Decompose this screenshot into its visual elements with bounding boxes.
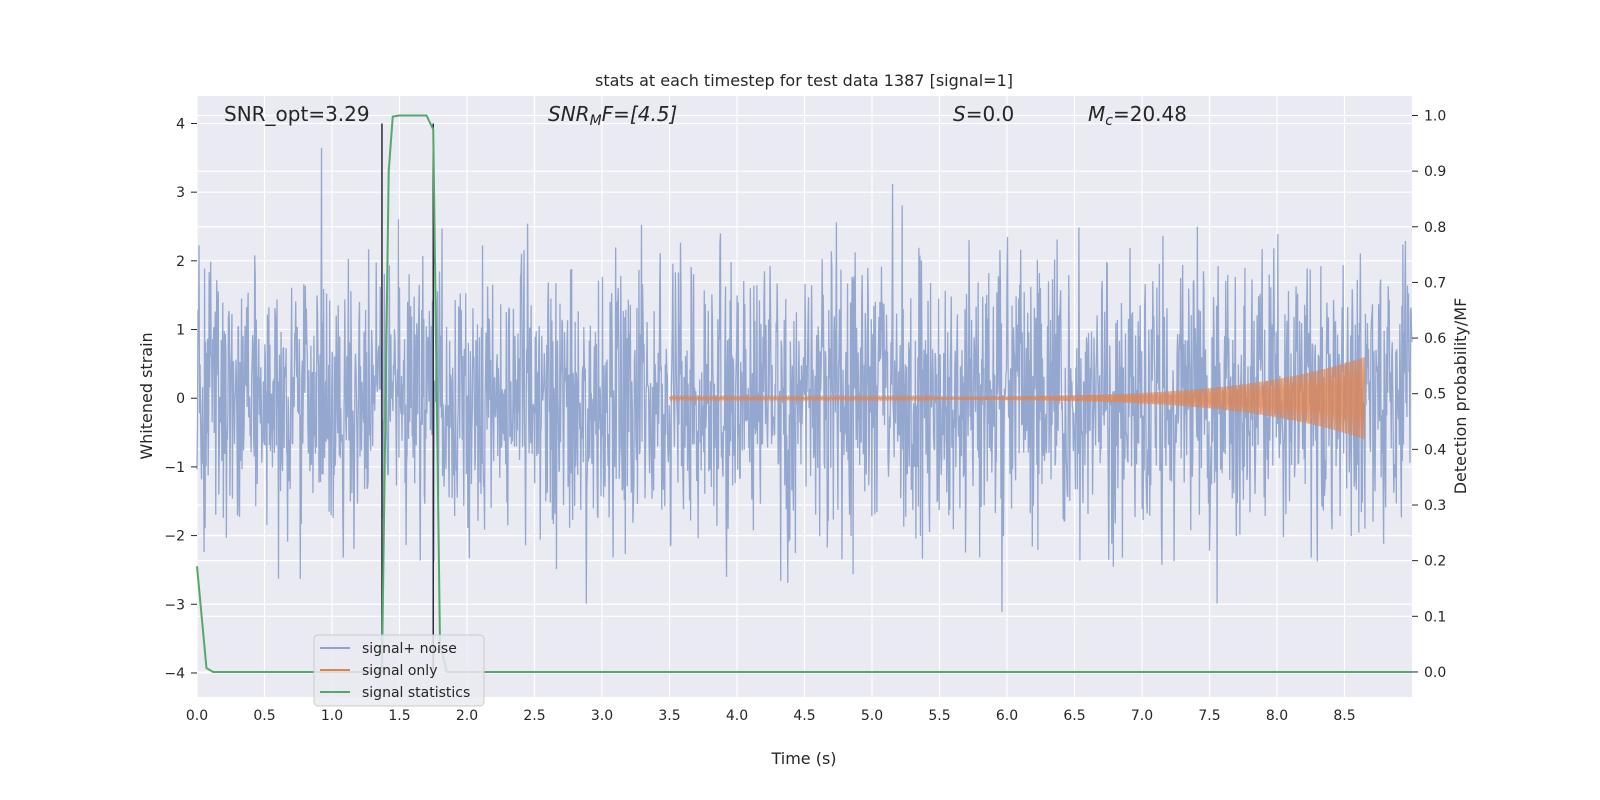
x-tick-label: 1.5 bbox=[388, 708, 410, 724]
x-tick-label: 2.5 bbox=[523, 708, 545, 724]
snr-mf-sub: M bbox=[590, 113, 602, 129]
x-tick-label: 6.0 bbox=[996, 708, 1018, 724]
x-tick-label: 7.0 bbox=[1131, 708, 1153, 724]
x-tick-label: 2.0 bbox=[456, 708, 478, 724]
x-tick-label: 4.0 bbox=[726, 708, 748, 724]
mc-sub: c bbox=[1105, 113, 1113, 129]
noise-series bbox=[196, 147, 1413, 612]
x-tick-label: 3.0 bbox=[591, 708, 613, 724]
y-tick-label: −3 bbox=[164, 597, 185, 613]
legend-label-signal-only: signal only bbox=[362, 663, 437, 679]
y-tick-label: −1 bbox=[164, 460, 185, 476]
x-tick-label: 5.0 bbox=[861, 708, 883, 724]
tick-labels: 0.0 0.5 1.0 1.5 2.0 2.5 3.0 3.5 4.0 4.5 5.0 5.5 6.0 6… bbox=[164, 108, 1446, 724]
x-tick-label: 7.5 bbox=[1198, 708, 1220, 724]
y-tick-label: 4 bbox=[176, 116, 185, 132]
y-right-tick-label: 0.1 bbox=[1424, 609, 1446, 625]
legend-box bbox=[313, 634, 485, 707]
mc-main: M bbox=[1088, 102, 1105, 126]
x-tick-label: 0.5 bbox=[253, 708, 275, 724]
y-tick-label: 1 bbox=[176, 323, 185, 339]
mc-rest: =20.48 bbox=[1113, 102, 1187, 126]
y-axis-label: Whitened strain bbox=[137, 332, 156, 459]
y-right-tick-label: 0.4 bbox=[1424, 442, 1446, 458]
legend-label-signal-statistics: signal statistics bbox=[362, 685, 470, 701]
y-right-tick-label: 0.5 bbox=[1424, 387, 1446, 403]
y-tick-label: −2 bbox=[164, 529, 185, 545]
snr-mf-annotation: SNRMF=[4.5] bbox=[548, 102, 677, 129]
y-right-tick-label: 0.8 bbox=[1424, 220, 1446, 236]
y-right-tick-label: 0.6 bbox=[1424, 331, 1446, 347]
x-tick-label: 3.5 bbox=[658, 708, 680, 724]
x-tick-label: 8.5 bbox=[1333, 708, 1355, 724]
y-tick-label: 3 bbox=[176, 185, 185, 201]
y-tick-label: −4 bbox=[164, 666, 185, 682]
y-tick-label: 2 bbox=[176, 254, 185, 270]
signal-only-series bbox=[668, 357, 1366, 440]
mc-annotation: Mc=20.48 bbox=[1088, 102, 1187, 129]
x-tick-label: 8.0 bbox=[1266, 708, 1288, 724]
legend: signal+ noise signal only signal statist… bbox=[313, 634, 485, 707]
y-tick-label: 0 bbox=[176, 391, 185, 407]
signal-statistics-line bbox=[196, 114, 1412, 673]
y-right-tick-label: 0.2 bbox=[1424, 554, 1446, 570]
x-tick-label: 0.0 bbox=[186, 708, 208, 724]
grid-layer bbox=[196, 96, 1412, 697]
signal-statistics-series bbox=[196, 114, 1412, 673]
s-rest: =0.0 bbox=[966, 102, 1015, 126]
x-tick-label: 4.5 bbox=[793, 708, 815, 724]
vertical-markers bbox=[381, 123, 434, 670]
s-annotation: S=0.0 bbox=[953, 102, 1014, 126]
y-right-tick-label: 1.0 bbox=[1424, 108, 1446, 124]
snr-mf-rest: F=[4.5] bbox=[602, 102, 678, 126]
chart-title: stats at each timestep for test data 138… bbox=[595, 71, 1013, 90]
s-main: S bbox=[953, 102, 966, 126]
y-right-tick-label: 0.0 bbox=[1424, 665, 1446, 681]
legend-label-signal-noise: signal+ noise bbox=[362, 641, 457, 657]
x-axis-label: Time (s) bbox=[770, 749, 836, 768]
snr-mf-main: SNR bbox=[548, 102, 590, 126]
snr-opt-annotation: SNR_opt=3.29 bbox=[224, 102, 370, 126]
signal-only-line bbox=[668, 357, 1366, 440]
x-tick-label: 6.5 bbox=[1063, 708, 1085, 724]
x-tick-label: 1.0 bbox=[321, 708, 343, 724]
x-tick-label: 5.5 bbox=[928, 708, 950, 724]
y-right-tick-label: 0.9 bbox=[1424, 164, 1446, 180]
signal-noise-line bbox=[196, 147, 1413, 612]
y-right-tick-label: 0.7 bbox=[1424, 275, 1446, 291]
y-axis-right-label: Detection probability/MF bbox=[1451, 298, 1470, 495]
y-right-tick-label: 0.3 bbox=[1424, 498, 1446, 514]
